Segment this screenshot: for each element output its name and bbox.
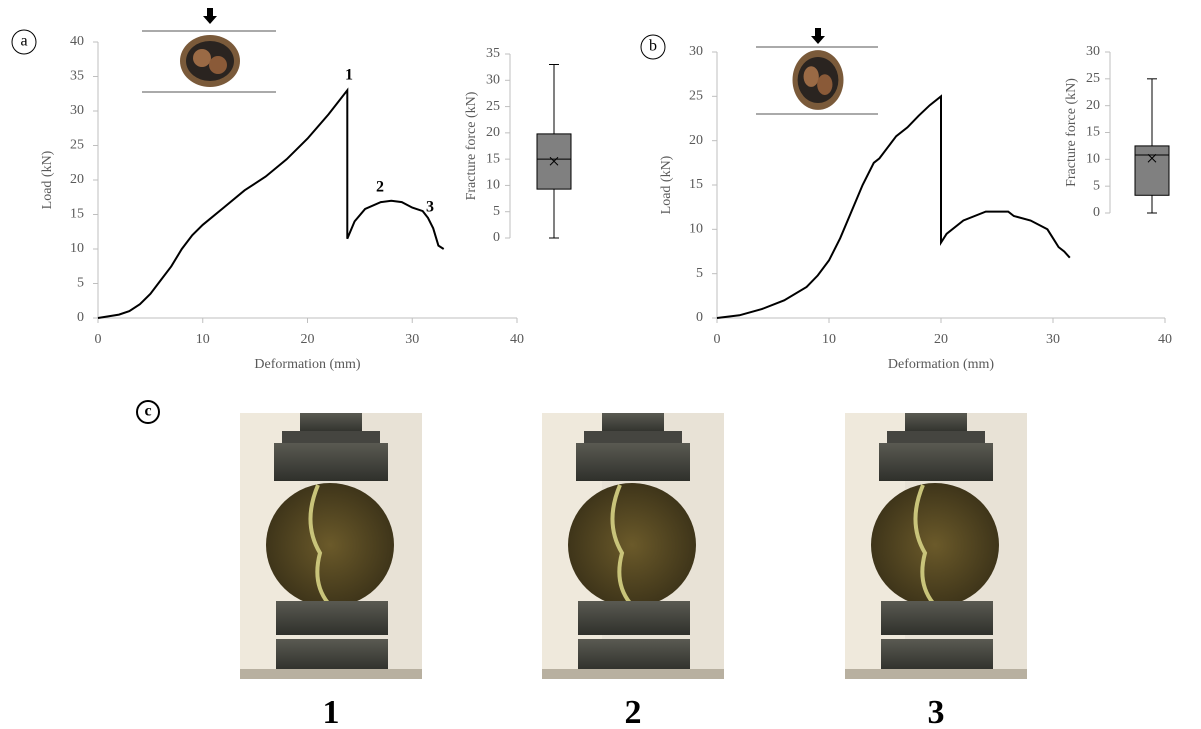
y-tick-label: 15 [1086,125,1100,140]
annotation: 2 [376,179,384,196]
y-tick-label: 15 [486,151,500,166]
y-tick-label: 30 [486,73,500,88]
y-tick-label: 25 [1086,71,1100,86]
y-tick-label: 30 [689,44,703,59]
x-tick-label: 0 [95,332,102,347]
y-axis-label: Load (kN) [659,155,674,214]
x-axis-label: Deformation (mm) [254,357,360,372]
y-tick-label: 10 [70,241,84,256]
photo-label: 2 [625,694,642,729]
inset-b [756,28,878,115]
y-tick-label: 30 [1086,44,1100,59]
y-tick-label: 30 [70,103,84,118]
y-tick-label: 20 [1086,98,1100,113]
y-tick-label: 0 [493,230,500,245]
y-tick-label: 20 [689,133,703,148]
y-tick-label: 10 [486,178,500,193]
y-tick-label: 15 [689,177,703,192]
y-tick-label: 40 [70,34,84,49]
photo [540,411,726,681]
y-tick-label: 0 [77,310,84,325]
x-tick-label: 20 [934,332,948,347]
y-tick-label: 25 [70,138,84,153]
inset-a [142,8,276,93]
box [1134,145,1170,196]
y-tick-label: 0 [696,310,703,325]
panel-circle [136,400,160,424]
panel-label: c [144,403,151,420]
panel-label: a [20,33,27,50]
panel-circle [11,29,37,55]
y-tick-label: 10 [1086,152,1100,167]
photo-label: 1 [323,694,340,729]
y-tick-label: 35 [486,46,500,61]
x-axis-label: Deformation (mm) [888,357,994,372]
x-tick-label: 30 [1046,332,1060,347]
y-tick-label: 5 [696,266,703,281]
y-tick-label: 35 [70,69,84,84]
y-axis-label: Fracture force (kN) [1064,78,1079,187]
y-tick-label: 5 [77,276,84,291]
x-tick-label: 40 [1158,332,1172,347]
y-tick-label: 5 [493,204,500,219]
y-tick-label: 5 [1093,178,1100,193]
x-tick-label: 20 [301,332,315,347]
panel-label: b [649,38,657,55]
y-tick-label: 15 [70,207,84,222]
x-tick-label: 0 [714,332,721,347]
photo [238,411,424,681]
x-tick-label: 30 [405,332,419,347]
y-tick-label: 25 [486,99,500,114]
y-tick-label: 20 [70,172,84,187]
annotation: 3 [426,199,434,216]
y-tick-label: 20 [486,125,500,140]
y-axis-label: Load (kN) [40,150,55,209]
box [536,133,572,190]
photo-label: 3 [928,694,945,729]
panel-circle [640,34,666,60]
y-tick-label: 10 [689,222,703,237]
y-tick-label: 0 [1093,205,1100,220]
mean-marker [549,156,559,166]
x-tick-label: 10 [822,332,836,347]
x-tick-label: 10 [196,332,210,347]
load-curve [97,87,445,319]
annotation: 1 [345,67,353,84]
mean-marker [1147,153,1157,163]
y-tick-label: 25 [689,89,703,104]
x-tick-label: 40 [510,332,524,347]
load-curve [716,94,1071,319]
y-axis-label: Fracture force (kN) [464,91,479,200]
photo [843,411,1029,681]
